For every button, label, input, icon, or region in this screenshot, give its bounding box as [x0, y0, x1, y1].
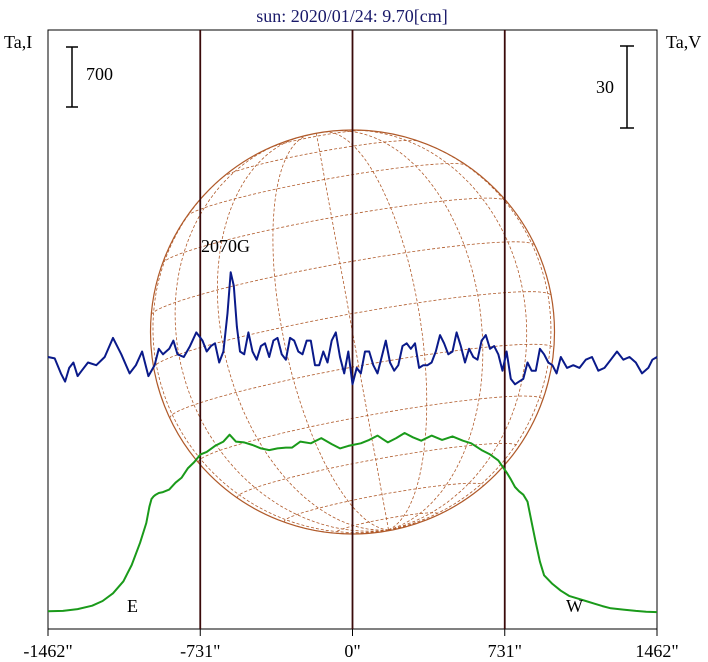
graticule-meridian — [388, 493, 474, 531]
graticule-parallel — [186, 163, 467, 217]
x-tick-label: 0" — [344, 641, 360, 661]
east-limb-label: E — [127, 596, 138, 616]
intensity-series-line — [47, 432, 658, 614]
graticule-meridian — [295, 525, 389, 535]
left-scale-bar — [66, 46, 78, 108]
graticule-meridian — [216, 137, 389, 531]
graticule-meridian — [388, 523, 416, 531]
right-scale-bar — [620, 45, 634, 129]
graticule-meridian — [388, 140, 552, 531]
x-tick-label: -1462" — [23, 641, 72, 661]
graticule-meridian — [315, 133, 389, 530]
graticule-parallel — [283, 482, 484, 523]
graticule-meridian — [352, 129, 528, 531]
x-tick-label: 731" — [488, 641, 522, 661]
graticule-meridian — [272, 134, 389, 531]
chart-title: sun: 2020/01/24: 9.70[cm] — [256, 6, 448, 26]
right-axis-label: Ta,V — [666, 32, 701, 52]
graticule-meridian — [152, 176, 389, 534]
west-limb-label: W — [566, 596, 583, 616]
left-axis-label: Ta,I — [4, 32, 32, 52]
x-tick-label: -731" — [180, 641, 220, 661]
annotation-2070g: 2070G — [201, 236, 250, 256]
right-scale-value: 30 — [596, 77, 614, 97]
limb-lines — [199, 30, 506, 629]
solar-disk — [149, 129, 556, 535]
graticule-parallel — [269, 130, 366, 149]
left-scale-value: 700 — [86, 64, 113, 84]
graticule-meridian — [323, 131, 428, 531]
x-ticks: -1462" -731" 0" 731" 1462" — [23, 629, 679, 661]
series-layer — [47, 271, 658, 614]
graticule-meridian — [361, 529, 389, 535]
x-tick-label: 1462" — [635, 641, 678, 661]
graticule-meridian — [174, 142, 389, 532]
polarization-series-line — [47, 271, 658, 386]
graticule-meridian — [336, 130, 484, 531]
graticule-parallel — [222, 140, 420, 178]
